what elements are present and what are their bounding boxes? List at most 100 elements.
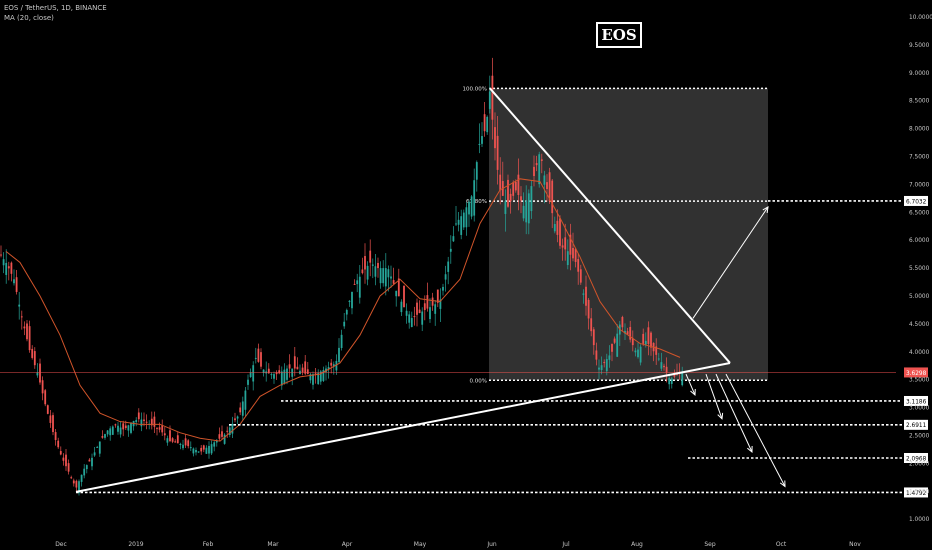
candle-body: [260, 352, 262, 367]
candle-body: [57, 440, 60, 448]
candle-body: [176, 435, 179, 444]
candle-body: [46, 405, 49, 414]
candle-body: [374, 266, 377, 277]
candle-body: [33, 351, 36, 366]
candle-body: [306, 369, 309, 375]
candle-body: [106, 430, 109, 435]
candle-body: [517, 174, 520, 196]
candle-body: [416, 302, 418, 315]
candle-body: [569, 234, 572, 255]
candle-body: [522, 205, 525, 219]
y-tick-label: 10.0000: [909, 15, 932, 21]
candle-body: [293, 356, 296, 369]
candle-body: [377, 262, 379, 269]
candle-body: [631, 338, 634, 346]
candle-body: [462, 212, 465, 228]
candle-body: [65, 454, 67, 467]
candle-body: [395, 290, 398, 297]
candle-body: [611, 343, 613, 352]
candle-body: [327, 367, 330, 370]
candle-body: [72, 480, 75, 484]
candle-body: [551, 180, 554, 214]
target-level-tag: [904, 452, 928, 463]
candle-body: [262, 369, 265, 373]
candle-body: [218, 434, 221, 439]
candle-body: [629, 326, 632, 340]
x-tick-label: Feb: [203, 541, 214, 548]
candle-body: [174, 441, 177, 443]
candle-body: [356, 280, 359, 285]
candle-body: [143, 419, 145, 421]
candle-body: [104, 434, 106, 438]
candle-body: [447, 261, 450, 272]
candle-body: [634, 350, 637, 353]
candle-body: [49, 415, 52, 423]
x-tick-label: 2019: [128, 541, 143, 548]
candle-body: [117, 425, 119, 432]
candle-body: [96, 446, 99, 448]
candle-body: [400, 301, 403, 313]
candle-body: [595, 350, 598, 360]
candle-body: [197, 451, 200, 453]
candle-body: [561, 245, 564, 248]
trendline-resistance: [489, 87, 731, 364]
y-tick-label: 9.0000: [909, 71, 930, 77]
candle-body: [213, 442, 216, 447]
candle-body: [317, 372, 320, 385]
candle-body: [405, 310, 408, 316]
candle-body: [579, 269, 582, 283]
candle-body: [184, 438, 187, 446]
candle-body: [189, 447, 192, 449]
candle-body: [358, 276, 361, 298]
candle-body: [452, 236, 455, 242]
candle-body: [444, 274, 447, 280]
candle-body: [670, 378, 673, 384]
candle-body: [527, 193, 530, 224]
candle-body: [423, 303, 426, 311]
candle-body: [512, 182, 515, 196]
fib-level-label: 61.80%: [466, 199, 487, 205]
candle-body: [54, 432, 57, 440]
candle-body: [449, 248, 452, 252]
candle-body: [553, 224, 556, 232]
y-tick-label: 4.0000: [909, 350, 930, 356]
projection-arrowhead: [690, 388, 696, 397]
candle-body: [140, 419, 143, 427]
candle-body: [59, 451, 62, 455]
candle-body: [39, 363, 41, 383]
candle-body: [621, 316, 624, 328]
candle-body: [642, 333, 645, 344]
eos-watermark: EOS: [596, 22, 642, 48]
candle-body: [442, 286, 444, 291]
projection-arrowhead: [779, 480, 786, 488]
candle-body: [582, 293, 585, 295]
candle-body: [312, 374, 314, 385]
target-level-tag: [904, 487, 928, 498]
candle-body: [613, 338, 616, 343]
current-price-tag: [904, 367, 928, 378]
candle-body: [85, 465, 88, 470]
candle-body: [254, 357, 257, 359]
candle-body: [273, 374, 275, 379]
candle-body: [36, 372, 39, 376]
candle-body: [520, 196, 522, 201]
candle-body: [28, 326, 31, 351]
candle-body: [478, 143, 481, 145]
candle-body: [270, 374, 273, 376]
candle-body: [564, 237, 567, 250]
candle-body: [525, 200, 528, 223]
target-level-tag: [904, 419, 928, 430]
candle-body: [470, 196, 473, 217]
candle-body: [330, 362, 333, 366]
candle-body: [644, 340, 647, 345]
candle-body: [681, 372, 684, 386]
candle-body: [460, 216, 463, 235]
target-level-tag: [904, 195, 928, 206]
candle-body: [192, 448, 195, 454]
candle-body: [364, 256, 366, 270]
candle-body: [322, 369, 325, 381]
x-tick-label: May: [414, 541, 427, 548]
candle-body: [205, 447, 208, 454]
projection-arrow: [685, 373, 696, 396]
